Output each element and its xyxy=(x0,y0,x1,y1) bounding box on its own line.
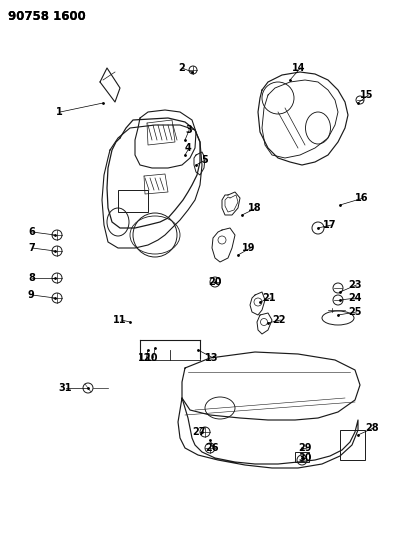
Text: 2: 2 xyxy=(178,63,185,73)
Text: 14: 14 xyxy=(292,63,306,73)
Text: 26: 26 xyxy=(205,443,219,453)
Bar xyxy=(295,452,309,462)
Bar xyxy=(118,190,148,212)
Text: 3: 3 xyxy=(185,125,192,135)
Text: 22: 22 xyxy=(272,315,286,325)
Text: 31: 31 xyxy=(58,383,71,393)
Bar xyxy=(340,430,365,460)
Text: 4: 4 xyxy=(185,143,192,153)
Text: 15: 15 xyxy=(360,90,373,100)
Text: 18: 18 xyxy=(248,203,262,213)
Text: 12: 12 xyxy=(138,353,151,363)
Text: 11: 11 xyxy=(113,315,126,325)
Text: 13: 13 xyxy=(205,353,219,363)
Text: 7: 7 xyxy=(28,243,35,253)
Text: 6: 6 xyxy=(28,227,35,237)
Text: 1: 1 xyxy=(56,107,63,117)
Text: 8: 8 xyxy=(28,273,35,283)
Text: 9: 9 xyxy=(28,290,35,300)
Text: 90758 1600: 90758 1600 xyxy=(8,10,86,23)
Text: 90758 1600: 90758 1600 xyxy=(8,10,86,23)
Text: 24: 24 xyxy=(348,293,361,303)
Text: 30: 30 xyxy=(298,453,311,463)
Text: 19: 19 xyxy=(242,243,255,253)
Text: 28: 28 xyxy=(365,423,379,433)
Text: 5: 5 xyxy=(201,155,208,165)
Text: 25: 25 xyxy=(348,307,361,317)
Text: 27: 27 xyxy=(192,427,206,437)
Text: 29: 29 xyxy=(298,443,311,453)
Text: 10: 10 xyxy=(145,353,158,363)
Text: 23: 23 xyxy=(348,280,361,290)
Text: 16: 16 xyxy=(355,193,368,203)
Text: 17: 17 xyxy=(323,220,337,230)
Text: 20: 20 xyxy=(208,277,222,287)
Text: 21: 21 xyxy=(262,293,275,303)
